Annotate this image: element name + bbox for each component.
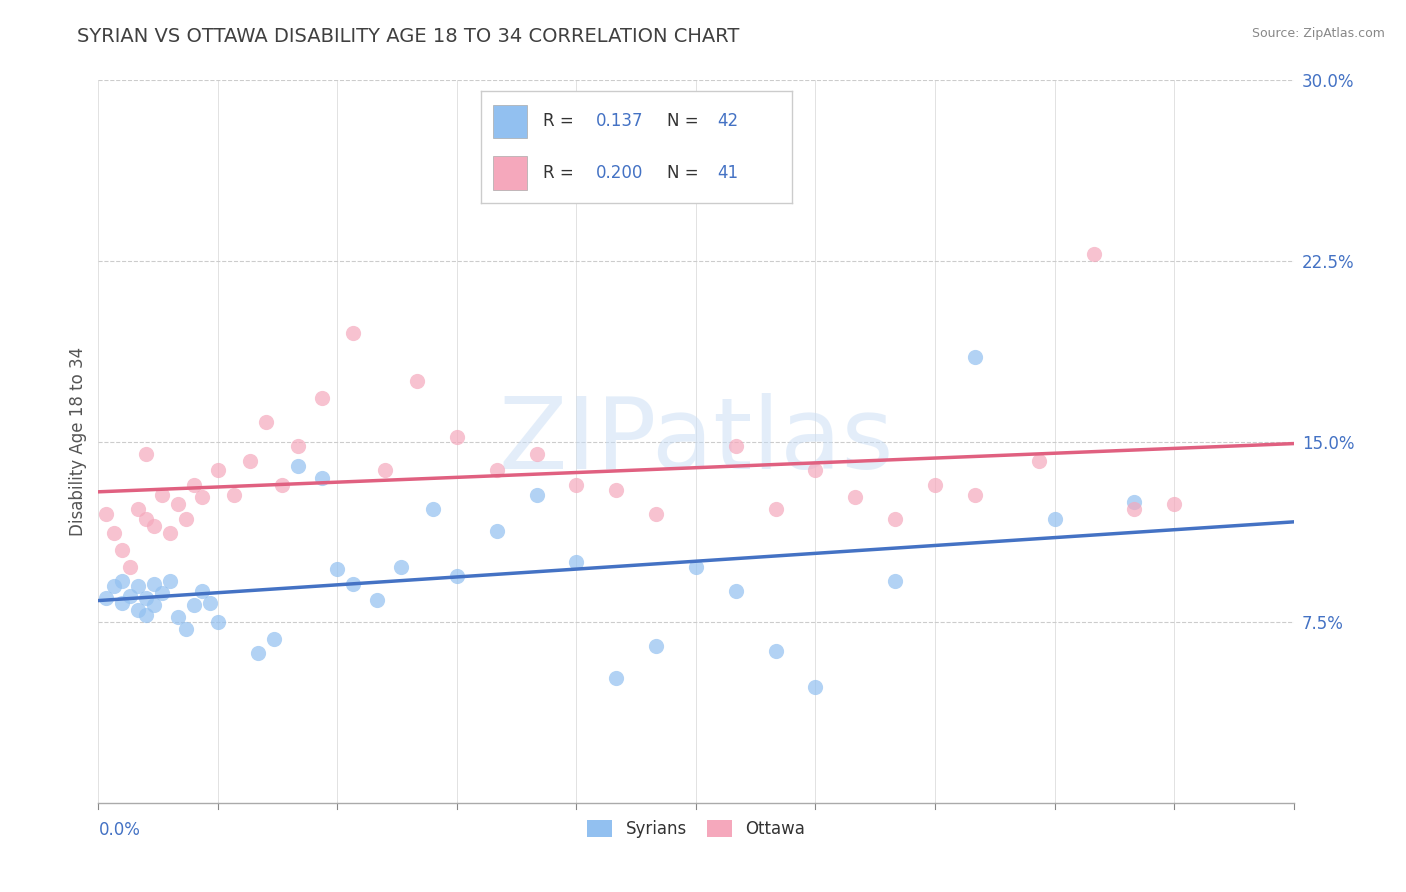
Point	[174, 511, 197, 525]
Point	[374, 463, 396, 477]
Point	[159, 526, 181, 541]
Point	[565, 478, 588, 492]
Point	[1163, 497, 1185, 511]
Point	[884, 574, 907, 589]
Point	[311, 470, 333, 484]
Point	[183, 478, 205, 492]
Point	[645, 639, 668, 653]
Point	[239, 454, 262, 468]
Point	[120, 559, 142, 574]
Point	[103, 579, 125, 593]
Point	[366, 593, 388, 607]
Point	[135, 511, 157, 525]
Point	[963, 350, 986, 364]
Point	[311, 391, 333, 405]
Point	[120, 589, 142, 603]
Point	[1043, 511, 1066, 525]
Text: ZIPatlas: ZIPatlas	[498, 393, 894, 490]
Point	[127, 579, 149, 593]
Point	[446, 430, 468, 444]
Point	[446, 569, 468, 583]
Point	[1083, 246, 1105, 260]
Point	[724, 583, 747, 598]
Point	[127, 502, 149, 516]
Point	[605, 483, 627, 497]
Point	[111, 596, 134, 610]
Point	[342, 576, 364, 591]
Point	[207, 463, 229, 477]
Point	[804, 463, 827, 477]
Point	[127, 603, 149, 617]
Point	[924, 478, 946, 492]
Text: SYRIAN VS OTTAWA DISABILITY AGE 18 TO 34 CORRELATION CHART: SYRIAN VS OTTAWA DISABILITY AGE 18 TO 34…	[77, 27, 740, 45]
Point	[389, 559, 412, 574]
Text: 0.0%: 0.0%	[98, 821, 141, 838]
Point	[565, 555, 588, 569]
Point	[270, 478, 292, 492]
Point	[526, 446, 548, 460]
Point	[150, 487, 173, 501]
Point	[159, 574, 181, 589]
Point	[685, 559, 707, 574]
Point	[150, 586, 173, 600]
Point	[765, 644, 787, 658]
Point	[96, 591, 118, 605]
Point	[765, 502, 787, 516]
Point	[246, 647, 269, 661]
Point	[135, 591, 157, 605]
Point	[1123, 502, 1146, 516]
Point	[103, 526, 125, 541]
Point	[884, 511, 907, 525]
Point	[167, 610, 190, 624]
Legend: Syrians, Ottawa: Syrians, Ottawa	[581, 814, 811, 845]
Y-axis label: Disability Age 18 to 34: Disability Age 18 to 34	[69, 347, 87, 536]
Point	[406, 374, 429, 388]
Point	[326, 562, 349, 576]
Point	[1123, 494, 1146, 508]
Point	[485, 463, 508, 477]
Point	[143, 518, 166, 533]
Point	[167, 497, 190, 511]
Point	[724, 439, 747, 453]
Point	[254, 415, 277, 429]
Point	[135, 607, 157, 622]
Point	[645, 507, 668, 521]
Point	[135, 446, 157, 460]
Point	[605, 671, 627, 685]
Point	[342, 326, 364, 340]
Point	[1028, 454, 1050, 468]
Point	[96, 507, 118, 521]
Text: Source: ZipAtlas.com: Source: ZipAtlas.com	[1251, 27, 1385, 40]
Point	[191, 583, 214, 598]
Point	[183, 599, 205, 613]
Point	[844, 490, 866, 504]
Point	[143, 599, 166, 613]
Point	[207, 615, 229, 630]
Point	[526, 487, 548, 501]
Point	[263, 632, 285, 646]
Point	[191, 490, 214, 504]
Point	[485, 524, 508, 538]
Point	[111, 542, 134, 557]
Point	[287, 439, 309, 453]
Point	[422, 502, 444, 516]
Point	[287, 458, 309, 473]
Point	[143, 576, 166, 591]
Point	[963, 487, 986, 501]
Point	[111, 574, 134, 589]
Point	[198, 596, 221, 610]
Point	[222, 487, 245, 501]
Point	[174, 623, 197, 637]
Point	[804, 680, 827, 694]
